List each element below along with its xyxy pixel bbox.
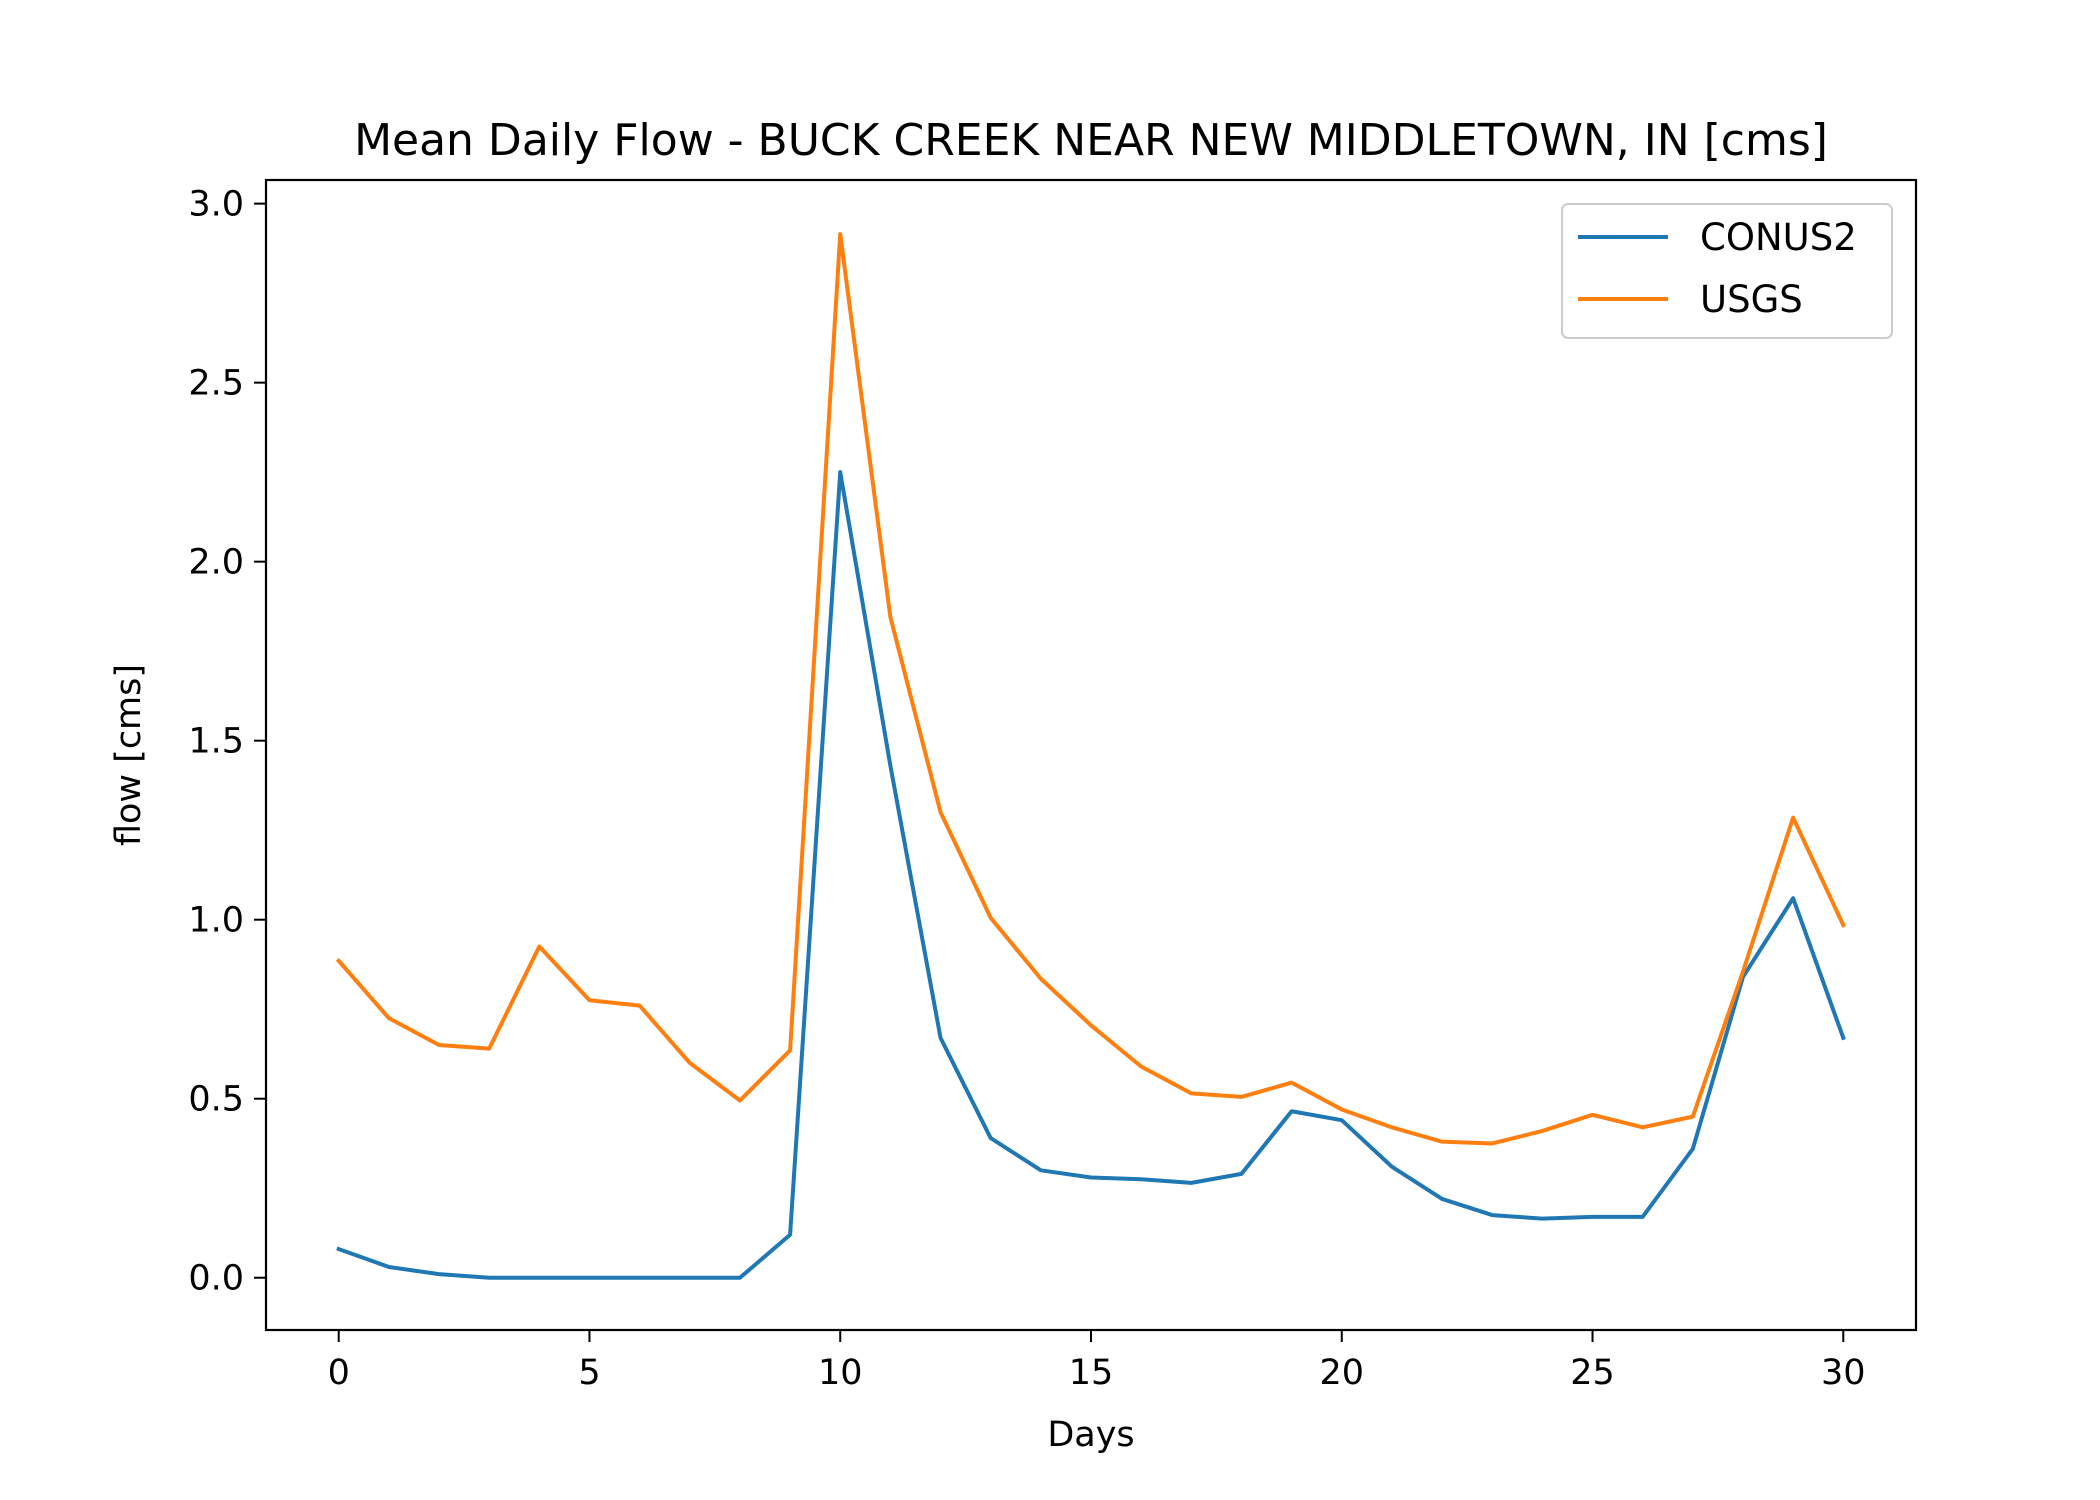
series-line-usgs bbox=[335, 232, 1846, 1146]
x-tick-label: 5 bbox=[578, 1353, 600, 1393]
y-tick-label: 2.0 bbox=[188, 543, 244, 583]
x-axis: 0 5 10 15 20 25 30 bbox=[328, 1330, 1866, 1393]
chart-title: Mean Daily Flow - BUCK CREEK NEAR NEW MI… bbox=[354, 115, 1828, 166]
y-axis-label: flow [cms] bbox=[109, 664, 149, 846]
y-tick-label: 3.0 bbox=[188, 185, 244, 225]
plot-marks bbox=[335, 232, 1846, 1280]
y-tick-label: 2.5 bbox=[188, 364, 244, 404]
y-tick-label: 0.5 bbox=[188, 1080, 244, 1120]
x-tick-label: 0 bbox=[328, 1353, 350, 1393]
y-tick-label: 1.5 bbox=[188, 722, 244, 762]
plot-frame bbox=[264, 178, 1918, 1332]
series-line-conus2 bbox=[336, 470, 1846, 1280]
x-tick-label: 10 bbox=[818, 1353, 863, 1393]
x-axis-label: Days bbox=[1047, 1415, 1134, 1455]
x-tick-label: 15 bbox=[1069, 1353, 1114, 1393]
legend: CONUS2 USGS bbox=[1561, 203, 1893, 339]
x-tick-label: 20 bbox=[1319, 1353, 1364, 1393]
legend-label: CONUS2 bbox=[1700, 216, 1857, 259]
y-tick-label: 1.0 bbox=[188, 901, 244, 941]
x-tick-label: 25 bbox=[1570, 1353, 1615, 1393]
y-tick-label: 0.0 bbox=[188, 1259, 244, 1299]
x-tick-label: 30 bbox=[1821, 1353, 1866, 1393]
y-axis: 0.0 0.5 1.0 1.5 2.0 2.5 3.0 bbox=[188, 185, 266, 1299]
legend-label: USGS bbox=[1700, 278, 1803, 321]
